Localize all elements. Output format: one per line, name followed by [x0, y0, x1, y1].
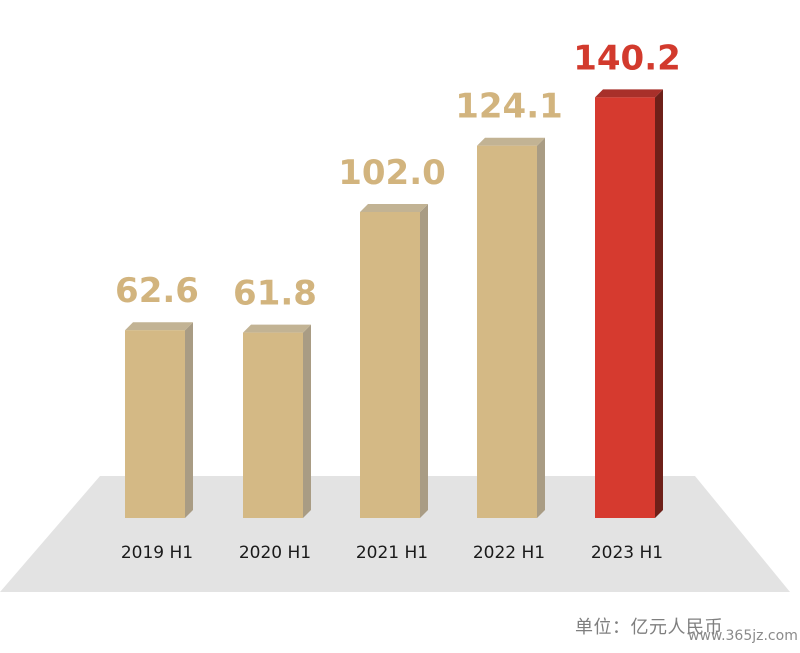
- chart-floor: [0, 476, 790, 592]
- bar-2019-h1: [125, 322, 193, 518]
- bar-top-face: [360, 204, 428, 212]
- value-label: 124.1: [455, 87, 563, 127]
- bar-side-face: [185, 322, 193, 518]
- bar-front-face: [243, 332, 303, 518]
- bar-front-face: [125, 330, 185, 518]
- bar-side-face: [420, 204, 428, 518]
- category-labels-layer: 2019 H1 2020 H1 2021 H1 2022 H1 2023 H1: [121, 543, 663, 563]
- bar-side-face: [303, 324, 311, 518]
- category-label: 2019 H1: [121, 543, 193, 563]
- bar-2023-h1: [595, 89, 663, 519]
- bar-front-face: [477, 145, 537, 518]
- bars-layer: [125, 89, 663, 519]
- bar-2021-h1: [360, 204, 428, 518]
- value-label: 62.6: [115, 271, 199, 311]
- unit-label: 单位：亿元人民币: [575, 617, 723, 638]
- bar-2022-h1: [477, 137, 545, 518]
- category-label: 2023 H1: [591, 543, 663, 563]
- bar-top-face: [477, 137, 545, 146]
- value-label: 102.0: [338, 153, 446, 193]
- bar-side-face: [537, 137, 545, 518]
- bar-front-face: [360, 212, 420, 518]
- value-label: 140.2: [573, 38, 681, 78]
- watermark-text: www.365jz.com: [688, 628, 798, 644]
- value-label: 61.8: [233, 274, 317, 314]
- category-label: 2022 H1: [473, 543, 545, 563]
- bar-2020-h1: [243, 324, 311, 518]
- bar-side-face: [655, 89, 663, 519]
- bar-front-face: [595, 97, 655, 519]
- category-label: 2020 H1: [239, 543, 311, 563]
- bar-top-face: [595, 89, 663, 98]
- category-label: 2021 H1: [356, 543, 428, 563]
- bar-top-face: [125, 322, 193, 331]
- bar-top-face: [243, 324, 311, 333]
